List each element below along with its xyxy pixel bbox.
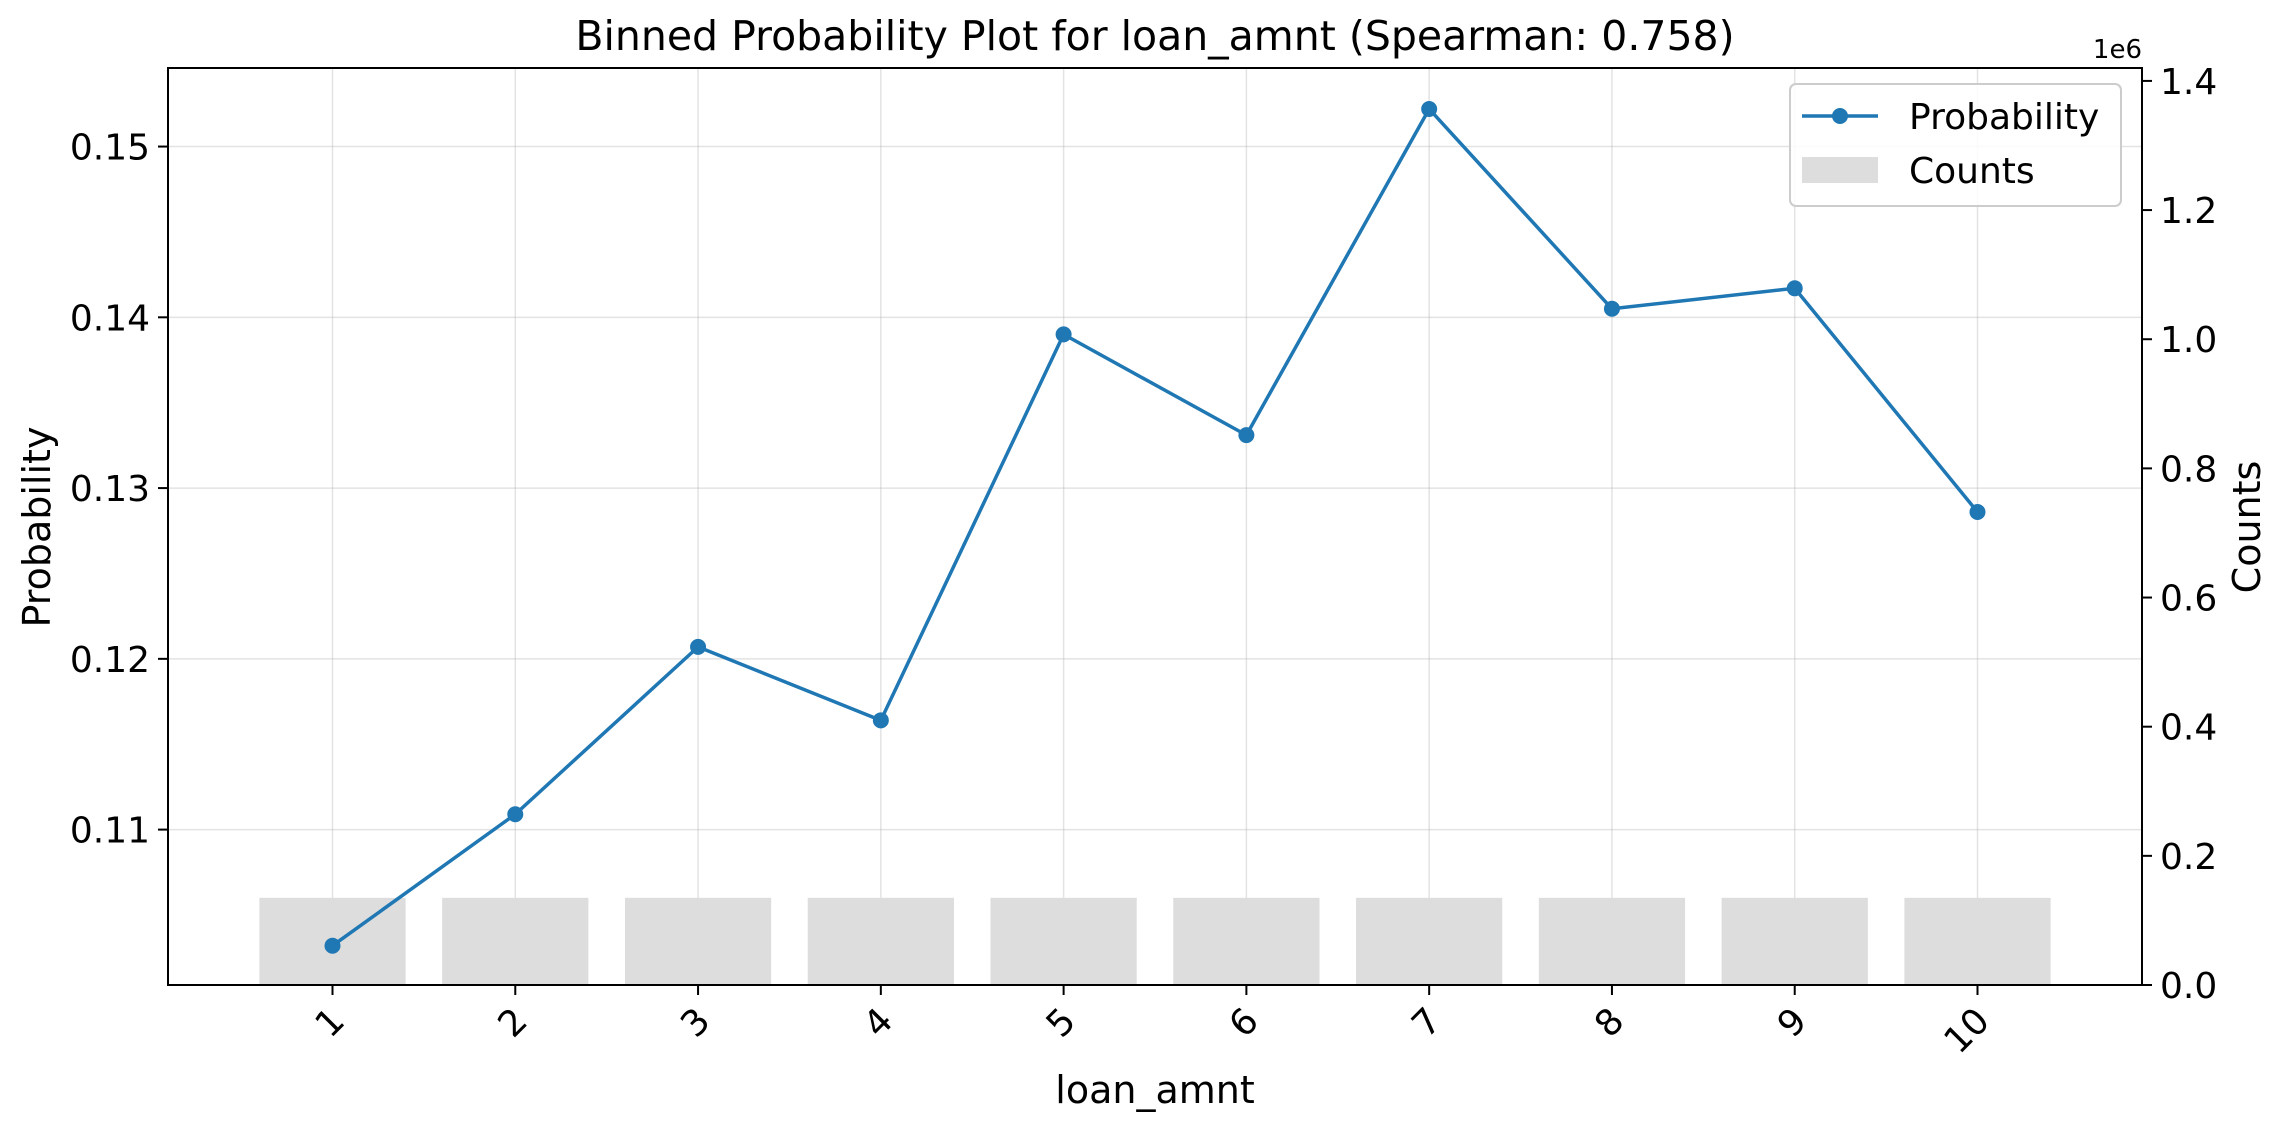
- counts-bars: [259, 897, 2051, 985]
- right-y-tick-label: 0.6: [2160, 579, 2217, 620]
- probability-point: [324, 937, 341, 954]
- chart-title: Binned Probability Plot for loan_amnt (S…: [575, 12, 1734, 60]
- probability-point: [872, 712, 889, 729]
- right-y-tick-label: 1.2: [2160, 191, 2217, 232]
- right-y-tick-label: 0.2: [2160, 837, 2217, 878]
- left-y-tick-label: 0.14: [70, 298, 150, 339]
- x-tick-label: 5: [1039, 1000, 1084, 1045]
- legend-counts-label: Counts: [1909, 151, 2035, 192]
- x-axis-label: loan_amnt: [1055, 1068, 1254, 1112]
- probability-point: [1055, 326, 1072, 343]
- left-y-tick-label: 0.12: [70, 640, 150, 681]
- x-tick-label: 9: [1770, 1000, 1815, 1045]
- probability-point: [1786, 280, 1803, 297]
- right-y-tick-label: 1.0: [2160, 320, 2217, 361]
- right-y-tick-label: 1.4: [2160, 62, 2217, 103]
- right-axis-exponent: 1e6: [2093, 35, 2142, 65]
- x-tick-label: 10: [1936, 1000, 1997, 1061]
- legend-probability-label: Probability: [1909, 97, 2099, 138]
- right-y-tick-label: 0.4: [2160, 708, 2217, 749]
- probability-point: [507, 806, 524, 823]
- x-tick-label: 3: [673, 1000, 718, 1045]
- count-bar: [1721, 897, 1868, 985]
- legend-probability-marker: [1832, 108, 1848, 124]
- x-tick-label: 8: [1587, 1000, 1632, 1045]
- count-bar: [624, 897, 772, 985]
- left-y-tick-label: 0.11: [70, 811, 150, 852]
- probability-point: [1238, 427, 1255, 444]
- count-bar: [1538, 897, 1686, 985]
- legend: Probability Counts: [1789, 83, 2122, 207]
- probability-point: [1969, 503, 1986, 520]
- left-y-axis: 0.11 0.12 0.13 0.14 0.15: [70, 128, 168, 852]
- x-tick-label: 6: [1222, 1000, 1267, 1045]
- x-tick-label: 4: [856, 1000, 901, 1045]
- plot-frame: [167, 67, 2143, 986]
- right-y-axis: 0.0 0.2 0.4 0.6 0.8 1.0 1.2 1.4: [2142, 62, 2217, 1007]
- x-tick-label: 2: [490, 1000, 535, 1045]
- count-bar: [1173, 897, 1320, 985]
- probability-point: [690, 638, 707, 655]
- probability-line: [331, 107, 1979, 948]
- right-y-tick-label: 0.0: [2160, 966, 2217, 1007]
- right-y-axis-label: Counts: [2225, 461, 2269, 594]
- left-y-tick-label: 0.15: [70, 128, 150, 169]
- legend-counts-swatch: [1802, 157, 1878, 183]
- count-bar: [442, 897, 589, 985]
- count-bar: [990, 897, 1137, 985]
- right-y-tick-label: 0.8: [2160, 449, 2217, 490]
- probability-series: [324, 100, 1986, 954]
- x-tick-label: 7: [1404, 1000, 1449, 1045]
- left-y-axis-label: Probability: [15, 427, 59, 628]
- probability-point: [1603, 300, 1620, 317]
- count-bar: [1356, 897, 1503, 985]
- grid: [168, 68, 2142, 985]
- probability-point: [1421, 100, 1438, 117]
- x-axis: 1 2 3 4 5 6 7 8 9 10: [308, 985, 1998, 1062]
- x-tick-label: 1: [308, 1000, 353, 1045]
- count-bar: [807, 897, 954, 985]
- count-bar: [1904, 897, 2051, 985]
- left-y-tick-label: 0.13: [70, 469, 150, 510]
